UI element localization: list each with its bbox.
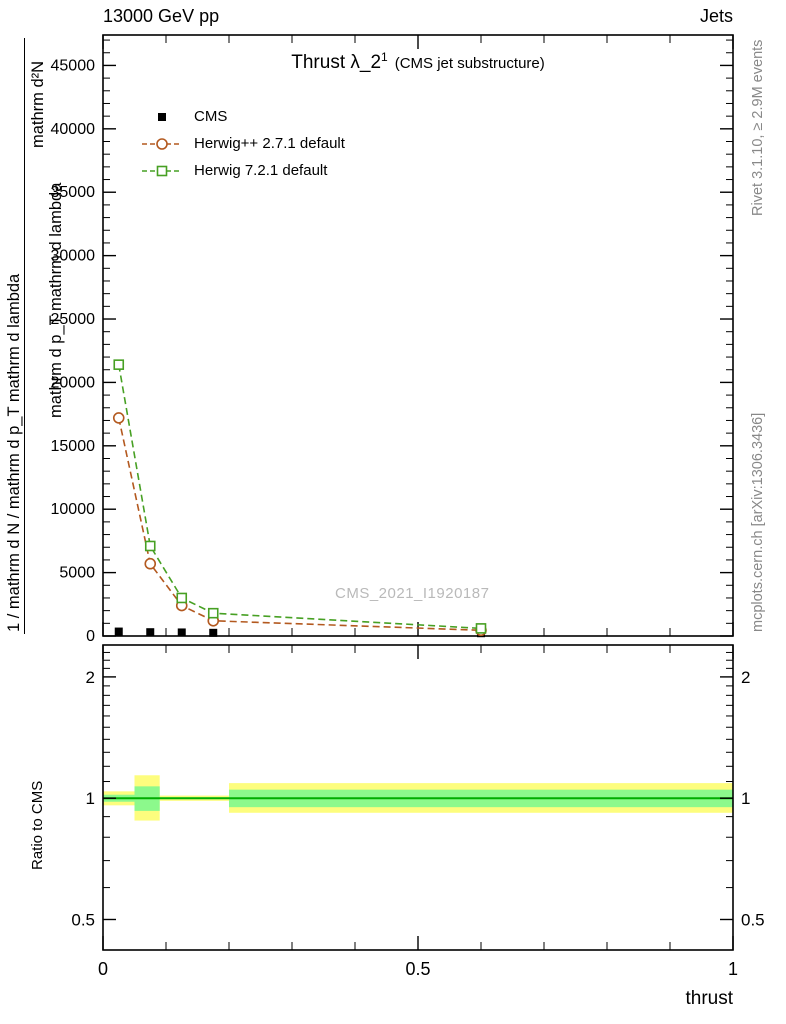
svg-text:1: 1: [741, 789, 750, 808]
legend-label-herwigpp: Herwig++ 2.7.1 default: [194, 135, 345, 152]
svg-text:40000: 40000: [51, 121, 96, 138]
legend-label-herwig7: Herwig 7.2.1 default: [194, 162, 328, 179]
svg-text:1: 1: [728, 959, 738, 979]
svg-text:5000: 5000: [59, 565, 95, 582]
svg-text:1: 1: [86, 789, 95, 808]
herwigpp-line-marker-icon: [138, 136, 186, 152]
y-axis-label-denominator: mathrm d p_T mathrm d lambda: [47, 182, 65, 418]
legend: CMS Herwig++ 2.7.1 default Herwig 7.2.1 …: [138, 103, 345, 184]
svg-text:10000: 10000: [51, 501, 96, 518]
legend-label-cms: CMS: [194, 108, 228, 125]
herwig7-line-marker-icon: [138, 163, 186, 179]
plot-title-subtitle: (CMS jet substructure): [394, 55, 545, 72]
svg-text:2: 2: [86, 668, 95, 687]
svg-text:30000: 30000: [51, 248, 96, 265]
svg-text:0.5: 0.5: [71, 910, 95, 929]
beam-energy-label: 13000 GeV pp: [103, 6, 220, 26]
svg-text:35000: 35000: [51, 184, 96, 201]
plot-title-superscript: 1: [381, 50, 388, 64]
svg-text:20000: 20000: [51, 374, 96, 391]
y-axis-label-outer: 1 / mathrm d N / mathrm d p_T mathrm d l…: [5, 273, 23, 632]
legend-item-cms: CMS: [138, 103, 345, 130]
plot-title: Thrust λ_21 (CMS jet substructure): [103, 50, 733, 74]
cms-data-marker-icon: [138, 109, 186, 125]
legend-item-herwig7: Herwig 7.2.1 default: [138, 157, 345, 184]
rivet-version-note: Rivet 3.1.10, ≥ 2.9M events: [750, 39, 766, 216]
y-axis-label-numerator: mathrm d²N: [29, 60, 47, 148]
ratio-axis-label: Ratio to CMS: [29, 780, 46, 870]
svg-text:0.5: 0.5: [405, 959, 430, 979]
svg-text:0: 0: [98, 959, 108, 979]
svg-text:15000: 15000: [51, 438, 96, 455]
svg-text:25000: 25000: [51, 311, 96, 328]
analysis-group-label: Jets: [699, 6, 733, 26]
svg-text:45000: 45000: [51, 57, 96, 74]
mcplots-reference-note: mcplots.cern.ch [arXiv:1306.3436]: [750, 412, 766, 632]
svg-text:2: 2: [741, 668, 750, 687]
svg-text:0.5: 0.5: [741, 910, 765, 929]
legend-item-herwigpp: Herwig++ 2.7.1 default: [138, 130, 345, 157]
analysis-id-watermark: CMS_2021_I1920187: [335, 585, 490, 602]
plot-title-main: Thrust λ_2: [291, 52, 382, 73]
x-axis-label: thrust: [685, 988, 733, 1009]
svg-text:0: 0: [86, 628, 95, 645]
y-axis-fraction-bar: [24, 38, 25, 634]
